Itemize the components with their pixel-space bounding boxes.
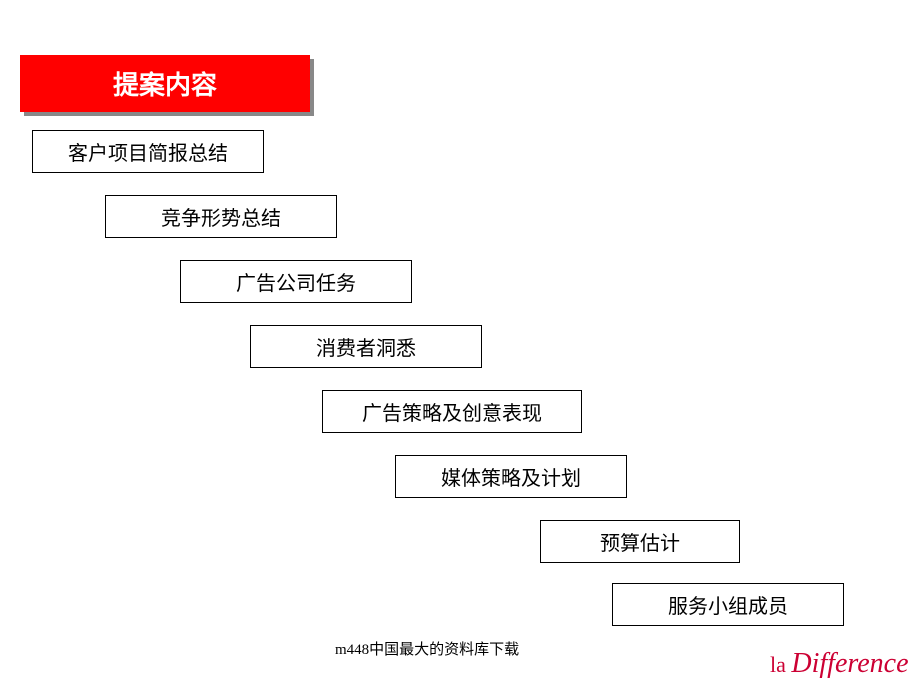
step-label: 服务小组成员 xyxy=(668,596,788,618)
step-label: 消费者洞悉 xyxy=(316,338,416,360)
step-box-6: 预算估计 xyxy=(540,520,740,563)
title-text: 提案内容 xyxy=(113,71,217,100)
step-label: 广告策略及创意表现 xyxy=(362,403,542,425)
step-label: 竞争形势总结 xyxy=(161,208,281,230)
step-box-3: 消费者洞悉 xyxy=(250,325,482,368)
step-box-7: 服务小组成员 xyxy=(612,583,844,626)
logo-diff: Difference xyxy=(791,648,908,679)
title-box: 提案内容 xyxy=(20,55,310,112)
footer-text: m448中国最大的资料库下载 xyxy=(335,638,519,659)
step-label: 广告公司任务 xyxy=(236,273,356,295)
step-label: 媒体策略及计划 xyxy=(441,468,581,490)
step-box-0: 客户项目简报总结 xyxy=(32,130,264,173)
logo: la Difference xyxy=(770,648,909,680)
step-box-1: 竞争形势总结 xyxy=(105,195,337,238)
step-box-5: 媒体策略及计划 xyxy=(395,455,627,498)
step-box-2: 广告公司任务 xyxy=(180,260,412,303)
step-box-4: 广告策略及创意表现 xyxy=(322,390,582,433)
logo-la: la xyxy=(770,652,786,677)
step-label: 预算估计 xyxy=(600,533,680,555)
step-label: 客户项目简报总结 xyxy=(68,143,228,165)
footer-label: m448中国最大的资料库下载 xyxy=(335,642,519,658)
